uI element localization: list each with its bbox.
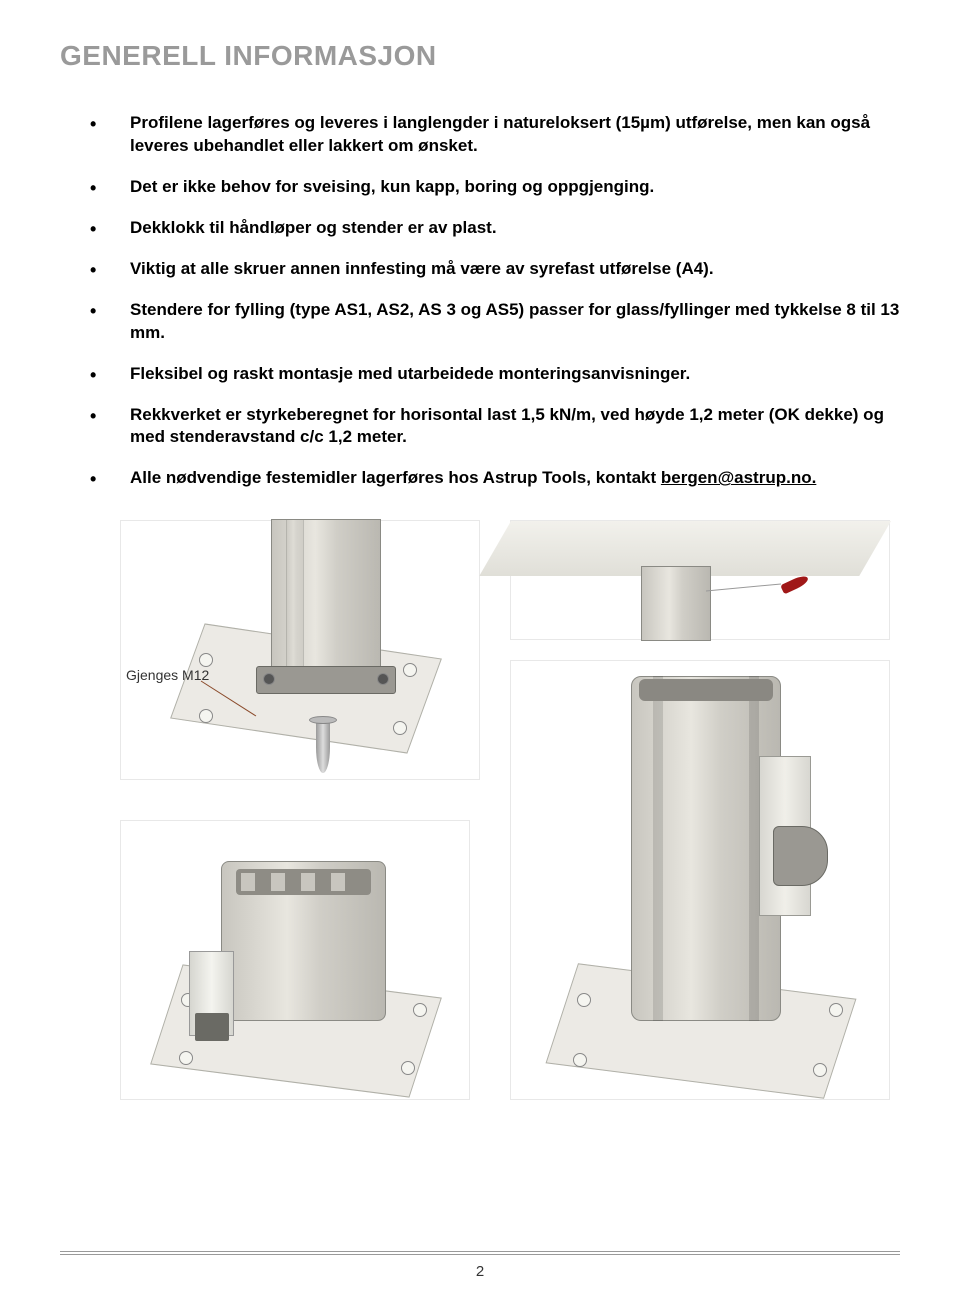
bullet-item: Fleksibel og raskt montasje med utarbeid… xyxy=(90,363,900,386)
contact-link[interactable]: bergen@astrup.no. xyxy=(661,468,816,487)
bullet-item: Alle nødvendige festemidler lagerføres h… xyxy=(90,467,900,490)
figure-top-left: Gjenges M12 xyxy=(120,520,480,780)
page-title: GENERELL INFORMASJON xyxy=(60,40,900,72)
figure-bottom-left xyxy=(120,820,470,1100)
bullet-item: Viktig at alle skruer annen innfesting m… xyxy=(90,258,900,281)
bullet-text: Alle nødvendige festemidler lagerføres h… xyxy=(130,468,661,487)
figures-area: Gjenges M12 xyxy=(60,520,900,1120)
footer-divider xyxy=(60,1251,900,1255)
thread-label: Gjenges M12 xyxy=(126,667,209,683)
bullet-item: Profilene lagerføres og leveres i langle… xyxy=(90,112,900,158)
bullet-item: Stendere for fylling (type AS1, AS2, AS … xyxy=(90,299,900,345)
bullet-item: Rekkverket er styrkeberegnet for horison… xyxy=(90,404,900,450)
page-number: 2 xyxy=(476,1263,484,1280)
info-list: Profilene lagerføres og leveres i langle… xyxy=(60,112,900,490)
figure-bottom-right xyxy=(510,660,890,1100)
bullet-item: Dekklokk til håndløper og stender er av … xyxy=(90,217,900,240)
figure-top-right xyxy=(510,520,890,640)
bullet-item: Det er ikke behov for sveising, kun kapp… xyxy=(90,176,900,199)
